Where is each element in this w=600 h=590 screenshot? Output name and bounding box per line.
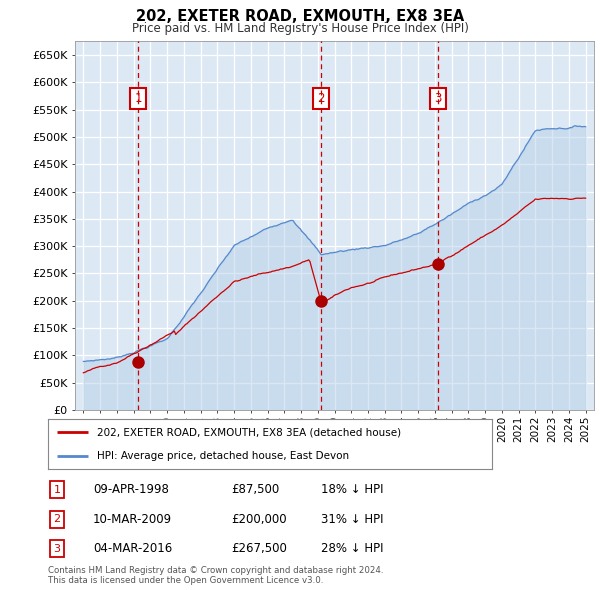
Text: £267,500: £267,500: [231, 542, 287, 555]
Text: 28% ↓ HPI: 28% ↓ HPI: [321, 542, 383, 555]
Text: 202, EXETER ROAD, EXMOUTH, EX8 3EA: 202, EXETER ROAD, EXMOUTH, EX8 3EA: [136, 9, 464, 24]
Text: 04-MAR-2016: 04-MAR-2016: [93, 542, 172, 555]
Text: 3: 3: [434, 92, 442, 105]
Text: £200,000: £200,000: [231, 513, 287, 526]
Text: £87,500: £87,500: [231, 483, 279, 496]
Text: 10-MAR-2009: 10-MAR-2009: [93, 513, 172, 526]
Text: 2: 2: [53, 514, 61, 524]
Text: 09-APR-1998: 09-APR-1998: [93, 483, 169, 496]
Text: HPI: Average price, detached house, East Devon: HPI: Average price, detached house, East…: [97, 451, 349, 461]
Text: 1: 1: [53, 485, 61, 494]
Text: Contains HM Land Registry data © Crown copyright and database right 2024.
This d: Contains HM Land Registry data © Crown c…: [48, 566, 383, 585]
Text: 202, EXETER ROAD, EXMOUTH, EX8 3EA (detached house): 202, EXETER ROAD, EXMOUTH, EX8 3EA (deta…: [97, 427, 401, 437]
Text: 2: 2: [317, 92, 325, 105]
Text: 18% ↓ HPI: 18% ↓ HPI: [321, 483, 383, 496]
Text: Price paid vs. HM Land Registry's House Price Index (HPI): Price paid vs. HM Land Registry's House …: [131, 22, 469, 35]
Text: 1: 1: [134, 92, 142, 105]
Text: 31% ↓ HPI: 31% ↓ HPI: [321, 513, 383, 526]
Text: 3: 3: [53, 544, 61, 553]
